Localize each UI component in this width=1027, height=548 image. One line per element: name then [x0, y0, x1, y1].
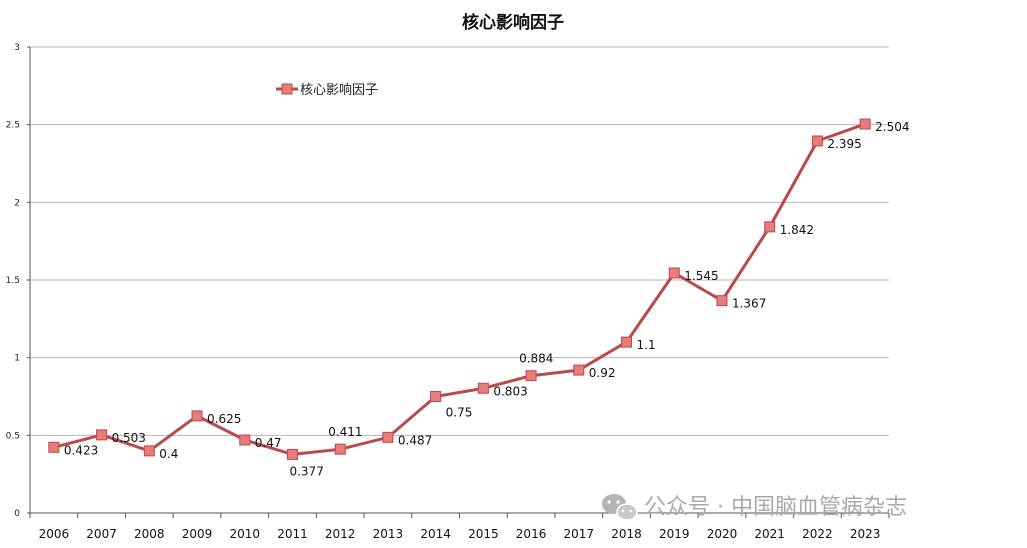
x-tick-label: 2023: [850, 527, 881, 541]
x-tick-label: 2011: [277, 527, 308, 541]
x-tick-label: 2007: [86, 527, 117, 541]
data-labels: 0.423 0.503 0.4 0.625 0.47 0.377 0.411 0.487 0.7…: [64, 120, 910, 478]
data-label: 0.92: [589, 366, 616, 380]
x-tick-label: 2014: [420, 527, 451, 541]
y-tick-label: 1.5: [6, 276, 20, 286]
data-point: [96, 429, 108, 441]
x-tick-label: 2016: [516, 527, 547, 541]
data-point: [143, 445, 155, 457]
data-label: 0.487: [398, 433, 432, 447]
x-tick-label: 2017: [564, 527, 595, 541]
data-label: 0.4: [159, 447, 178, 461]
data-point: [716, 295, 728, 307]
data-point: [621, 336, 633, 348]
legend: 核心影响因子: [276, 82, 378, 98]
x-tick-label: 2008: [134, 527, 165, 541]
data-label: 0.411: [328, 425, 362, 439]
x-tick-label: 2021: [754, 527, 785, 541]
y-tick-label: 2: [14, 198, 20, 208]
data-point: [191, 410, 203, 422]
data-label: 2.504: [875, 120, 909, 134]
series: [48, 118, 871, 460]
data-label: 0.625: [207, 412, 241, 426]
data-label: 0.423: [64, 443, 98, 457]
x-tick-label: 2018: [611, 527, 642, 541]
data-point: [382, 431, 394, 443]
data-label: 2.395: [827, 137, 861, 151]
data-label: 0.803: [493, 384, 527, 398]
data-point: [764, 221, 776, 233]
y-tick-label: 2.5: [6, 121, 20, 131]
data-label: 0.75: [446, 406, 473, 420]
data-label: 1.545: [684, 269, 718, 283]
x-tick-label: 2015: [468, 527, 499, 541]
data-point: [334, 443, 346, 455]
wechat-icon: [602, 494, 638, 521]
gridlines: [30, 46, 889, 436]
series-line: [53, 122, 866, 456]
x-tick-label: 2019: [659, 527, 690, 541]
data-point: [811, 135, 823, 147]
y-axis-ticks: 0 0.5 1 1.5 2 2.5 3: [6, 43, 21, 519]
x-tick-label: 2013: [373, 527, 404, 541]
data-label: 0.377: [289, 464, 323, 478]
y-tick-label: 3: [14, 43, 20, 53]
x-tick-label: 2010: [229, 527, 260, 541]
data-label: 0.884: [519, 352, 553, 366]
chart-title: 核心影响因子: [462, 12, 564, 33]
data-point: [525, 370, 537, 382]
data-point: [239, 434, 251, 446]
data-point: [573, 364, 585, 376]
data-label: 1.842: [780, 223, 814, 237]
x-tick-label: 2022: [802, 527, 833, 541]
data-point: [286, 448, 298, 460]
axes: [27, 46, 890, 518]
data-label: 1.1: [637, 338, 656, 352]
legend-label: 核心影响因子: [300, 82, 378, 98]
x-tick-label: 2009: [182, 527, 213, 541]
watermark-text: 公众号 · 中国脑血管病杂志: [644, 495, 907, 520]
data-point: [48, 441, 60, 453]
data-label: 0.47: [255, 436, 282, 450]
watermark: 公众号 · 中国脑血管病杂志: [602, 494, 907, 521]
x-tick-label: 2006: [39, 527, 70, 541]
data-point: [477, 382, 489, 394]
x-tick-label: 2012: [325, 527, 356, 541]
data-label: 0.503: [112, 431, 146, 445]
data-point: [668, 267, 680, 279]
y-tick-label: 0: [14, 509, 20, 519]
data-point: [859, 118, 871, 130]
data-label: 1.367: [732, 297, 766, 311]
data-point: [430, 391, 442, 402]
x-axis-ticks: 2006 2007 2008 2009 2010 2011 2012 2013 2014 2015…: [39, 527, 881, 541]
x-tick-label: 2020: [707, 527, 738, 541]
y-tick-label: 0.5: [6, 431, 20, 441]
y-tick-label: 1: [14, 354, 20, 364]
legend-marker: [281, 83, 293, 95]
